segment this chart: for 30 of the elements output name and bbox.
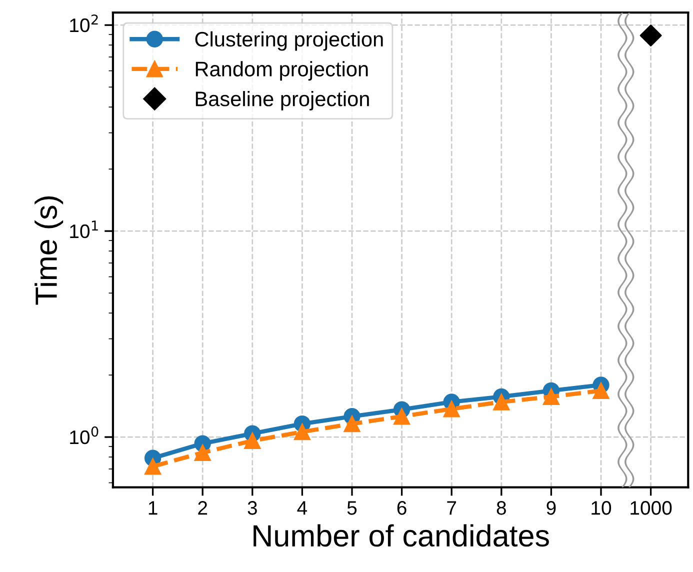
point bbox=[393, 408, 410, 425]
x-tick-label: 4 bbox=[297, 501, 308, 515]
x-tick-label: 10 bbox=[592, 501, 612, 515]
x-tick-label: 8 bbox=[496, 501, 506, 515]
x-axis-title: Number of candidates bbox=[254, 524, 549, 547]
legend-label: Baseline projection bbox=[196, 91, 369, 110]
x-tick-label: 6 bbox=[397, 501, 406, 515]
point bbox=[640, 24, 662, 47]
point bbox=[493, 394, 510, 410]
point bbox=[592, 382, 610, 399]
point bbox=[194, 444, 211, 461]
point bbox=[244, 432, 261, 450]
point bbox=[294, 424, 311, 440]
x-tick-label: 2 bbox=[198, 501, 208, 515]
legend-label: Clustering projection bbox=[195, 31, 383, 51]
y-tick-label: 10$^{1}$ bbox=[70, 220, 98, 238]
y-axis-title: Time (s) bbox=[34, 196, 64, 305]
x-tick-label: 5 bbox=[347, 501, 357, 515]
y-tick-label: 10$^{0}$ bbox=[70, 426, 98, 444]
x-tick-label: 9 bbox=[546, 501, 556, 515]
point bbox=[144, 458, 162, 475]
y-tick-label: 10$^{2}$ bbox=[70, 14, 98, 32]
point bbox=[344, 415, 360, 432]
x-tick-label: 1000 bbox=[630, 501, 672, 515]
legend-label: Random projection bbox=[196, 61, 368, 81]
x-tick-label: 1 bbox=[148, 501, 158, 515]
point bbox=[542, 388, 560, 406]
point bbox=[443, 400, 460, 418]
x-tick-label: 7 bbox=[447, 501, 456, 515]
x-tick-label: 3 bbox=[248, 501, 257, 515]
